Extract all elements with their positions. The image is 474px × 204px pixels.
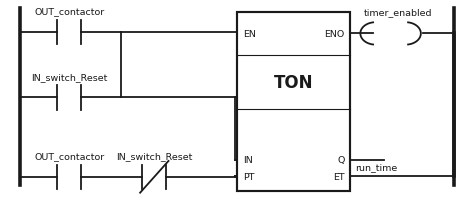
Text: EN: EN (243, 30, 255, 39)
Text: PT: PT (243, 172, 254, 181)
Bar (237, 13, 350, 191)
Text: IN_switch_Reset: IN_switch_Reset (116, 151, 192, 160)
Text: ET: ET (333, 172, 345, 181)
Text: run_time: run_time (355, 162, 397, 171)
Text: OUT_contactor: OUT_contactor (34, 151, 104, 160)
Text: timer_enabled: timer_enabled (364, 8, 432, 17)
Text: ENO: ENO (325, 30, 345, 39)
Text: OUT_contactor: OUT_contactor (34, 8, 104, 17)
Text: IN_switch_Reset: IN_switch_Reset (31, 72, 108, 81)
Text: TON: TON (274, 73, 313, 91)
Text: IN: IN (243, 155, 253, 164)
Text: Q: Q (337, 155, 345, 164)
